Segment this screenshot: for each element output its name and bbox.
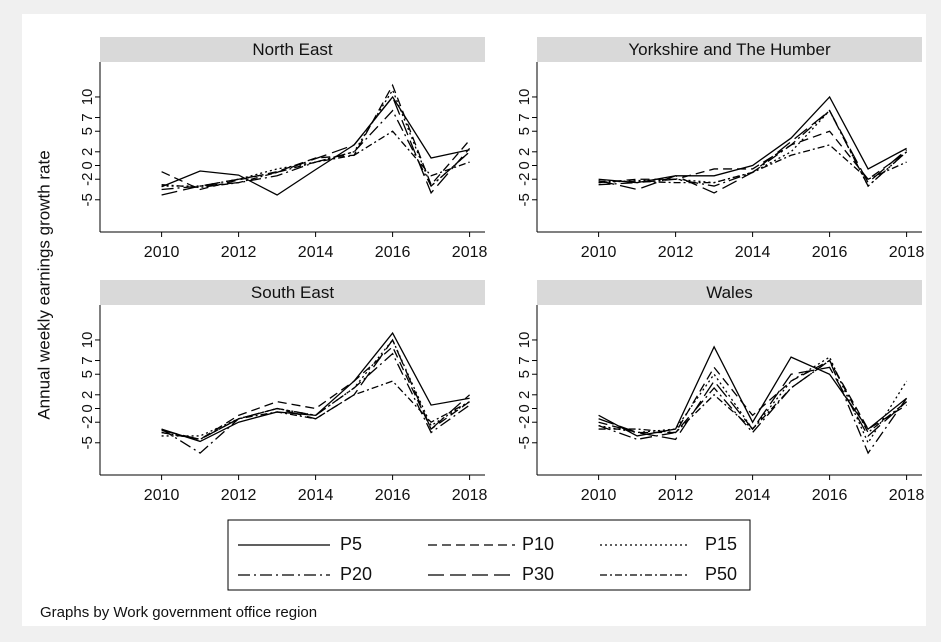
series-line: P50 xyxy=(598,359,908,434)
legend xyxy=(227,519,751,591)
y-tick-label: 10 xyxy=(516,332,533,349)
series-line: P5 xyxy=(598,345,908,437)
y-tick-label: -5 xyxy=(516,193,533,206)
series-line: P50 xyxy=(598,144,907,184)
x-tick-label: 2016 xyxy=(812,244,848,261)
y-tick-label: 5 xyxy=(516,370,533,378)
series-line: P10 xyxy=(161,345,470,441)
x-tick-label: 2018 xyxy=(889,487,925,504)
x-tick-label: 2010 xyxy=(144,487,180,504)
x-tick-label: 2014 xyxy=(735,244,771,261)
legend-label: P5 xyxy=(340,534,362,554)
y-tick-label: 0 xyxy=(516,404,533,412)
y-tick-label: 5 xyxy=(79,127,96,135)
x-tick-label: 2018 xyxy=(889,244,925,261)
y-tick-label: -5 xyxy=(79,436,96,449)
note: Graphs by Work government office region xyxy=(40,604,317,621)
legend-label: P30 xyxy=(522,564,554,584)
y-tick-label: 7 xyxy=(516,113,533,121)
x-tick-label: 2010 xyxy=(581,244,617,261)
series-line: P50 xyxy=(161,130,470,189)
series-line: P20 xyxy=(598,359,908,455)
x-tick-label: 2010 xyxy=(144,244,180,261)
x-tick-label: 2014 xyxy=(298,487,334,504)
x-tick-label: 2012 xyxy=(221,487,257,504)
y-tick-label: -2 xyxy=(516,173,533,186)
panel-title: Yorkshire and The Humber xyxy=(628,40,831,59)
y-tick-label: 10 xyxy=(516,89,533,106)
panel-header xyxy=(100,280,485,305)
x-tick-label: 2016 xyxy=(375,244,411,261)
legend-label: P20 xyxy=(340,564,372,584)
y-tick-label: -2 xyxy=(79,173,96,186)
legend-label: P10 xyxy=(522,534,554,554)
y-tick-label: -2 xyxy=(516,416,533,429)
series-line: P10 xyxy=(598,359,907,434)
x-tick-label: 2018 xyxy=(452,487,488,504)
x-tick-label: 2016 xyxy=(812,487,848,504)
y-tick-label: 7 xyxy=(79,113,96,121)
panel-header xyxy=(537,280,922,305)
series-line: P5 xyxy=(161,331,470,443)
y-axis-title: Annual weekly earnings growth rate xyxy=(34,150,53,419)
series-line: P5 xyxy=(161,95,470,196)
y-tick-label: 5 xyxy=(516,127,533,135)
legend-label: P50 xyxy=(705,564,737,584)
series-line: P15 xyxy=(161,338,470,437)
series-line: P20 xyxy=(161,352,470,454)
y-tick-label: 2 xyxy=(516,148,533,156)
x-tick-label: 2012 xyxy=(658,244,694,261)
y-tick-label: 2 xyxy=(79,148,96,156)
x-tick-label: 2010 xyxy=(581,487,617,504)
legend-label: P15 xyxy=(705,534,737,554)
y-tick-label: 10 xyxy=(79,89,96,106)
y-tick-label: 0 xyxy=(79,161,96,169)
series-line: P50 xyxy=(161,380,470,441)
y-tick-label: -5 xyxy=(79,193,96,206)
x-tick-label: 2014 xyxy=(735,487,771,504)
y-tick-label: 2 xyxy=(79,391,96,399)
x-tick-label: 2016 xyxy=(375,487,411,504)
series-line: P10 xyxy=(598,130,907,184)
y-tick-label: 7 xyxy=(79,356,96,364)
x-tick-label: 2012 xyxy=(658,487,694,504)
y-tick-label: 0 xyxy=(79,404,96,412)
y-tick-label: -2 xyxy=(79,416,96,429)
y-tick-label: 5 xyxy=(79,370,96,378)
panel-title: South East xyxy=(251,283,334,302)
panel-title: Wales xyxy=(706,283,753,302)
y-tick-label: -5 xyxy=(516,436,533,449)
x-tick-label: 2012 xyxy=(221,244,257,261)
panel-title: North East xyxy=(252,40,333,59)
x-tick-label: 2014 xyxy=(298,244,334,261)
panel-header xyxy=(100,37,485,62)
x-tick-label: 2018 xyxy=(452,244,488,261)
y-tick-label: 2 xyxy=(516,391,533,399)
y-tick-label: 0 xyxy=(516,161,533,169)
panel-header xyxy=(537,37,922,62)
series-line: P30 xyxy=(161,95,471,196)
y-tick-label: 10 xyxy=(79,332,96,349)
y-tick-label: 7 xyxy=(516,356,533,364)
